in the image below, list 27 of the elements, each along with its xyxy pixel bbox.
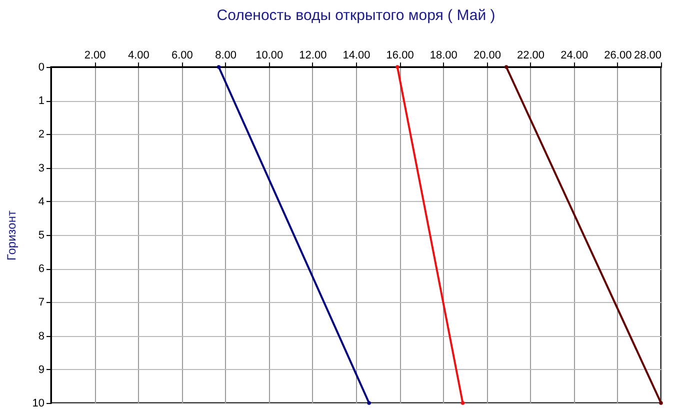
- chart-title: Соленость воды открытого моря ( Май ): [216, 7, 496, 24]
- x-tick-label: 2.00: [84, 50, 106, 62]
- y-tick-label: 8: [38, 330, 44, 342]
- x-tick-label: 26.00: [604, 50, 632, 62]
- x-tick-label: 8.00: [215, 50, 236, 62]
- x-tick-label: 10.00: [256, 50, 284, 62]
- y-tick-label: 3: [38, 162, 44, 174]
- x-tick-label: 22.00: [517, 50, 545, 62]
- x-tick-label: 20.00: [473, 50, 501, 62]
- y-tick-label: 0: [38, 62, 44, 74]
- x-tick-label: 14.00: [342, 50, 370, 62]
- x-tick-label: 16.00: [386, 50, 414, 62]
- y-axis-title: Горизонт: [4, 210, 18, 260]
- y-tick-label: 1: [38, 95, 44, 108]
- x-tick-label: 4.00: [128, 50, 150, 62]
- y-tick-label: 7: [38, 296, 44, 309]
- y-tick-label: 2: [38, 128, 44, 141]
- y-tick-label: 5: [38, 230, 44, 242]
- x-tick-label: 18.00: [430, 50, 458, 62]
- y-tick-label: 4: [38, 196, 44, 208]
- y-tick-label: 10: [32, 398, 44, 410]
- y-tick-label: 9: [38, 364, 44, 376]
- x-tick-label: 12.00: [299, 50, 327, 62]
- x-tick-label: 24.00: [560, 50, 588, 62]
- x-tick-label: 6.00: [172, 50, 193, 62]
- x-tick-label: 28.00: [634, 50, 662, 62]
- y-tick-label: 6: [38, 263, 44, 276]
